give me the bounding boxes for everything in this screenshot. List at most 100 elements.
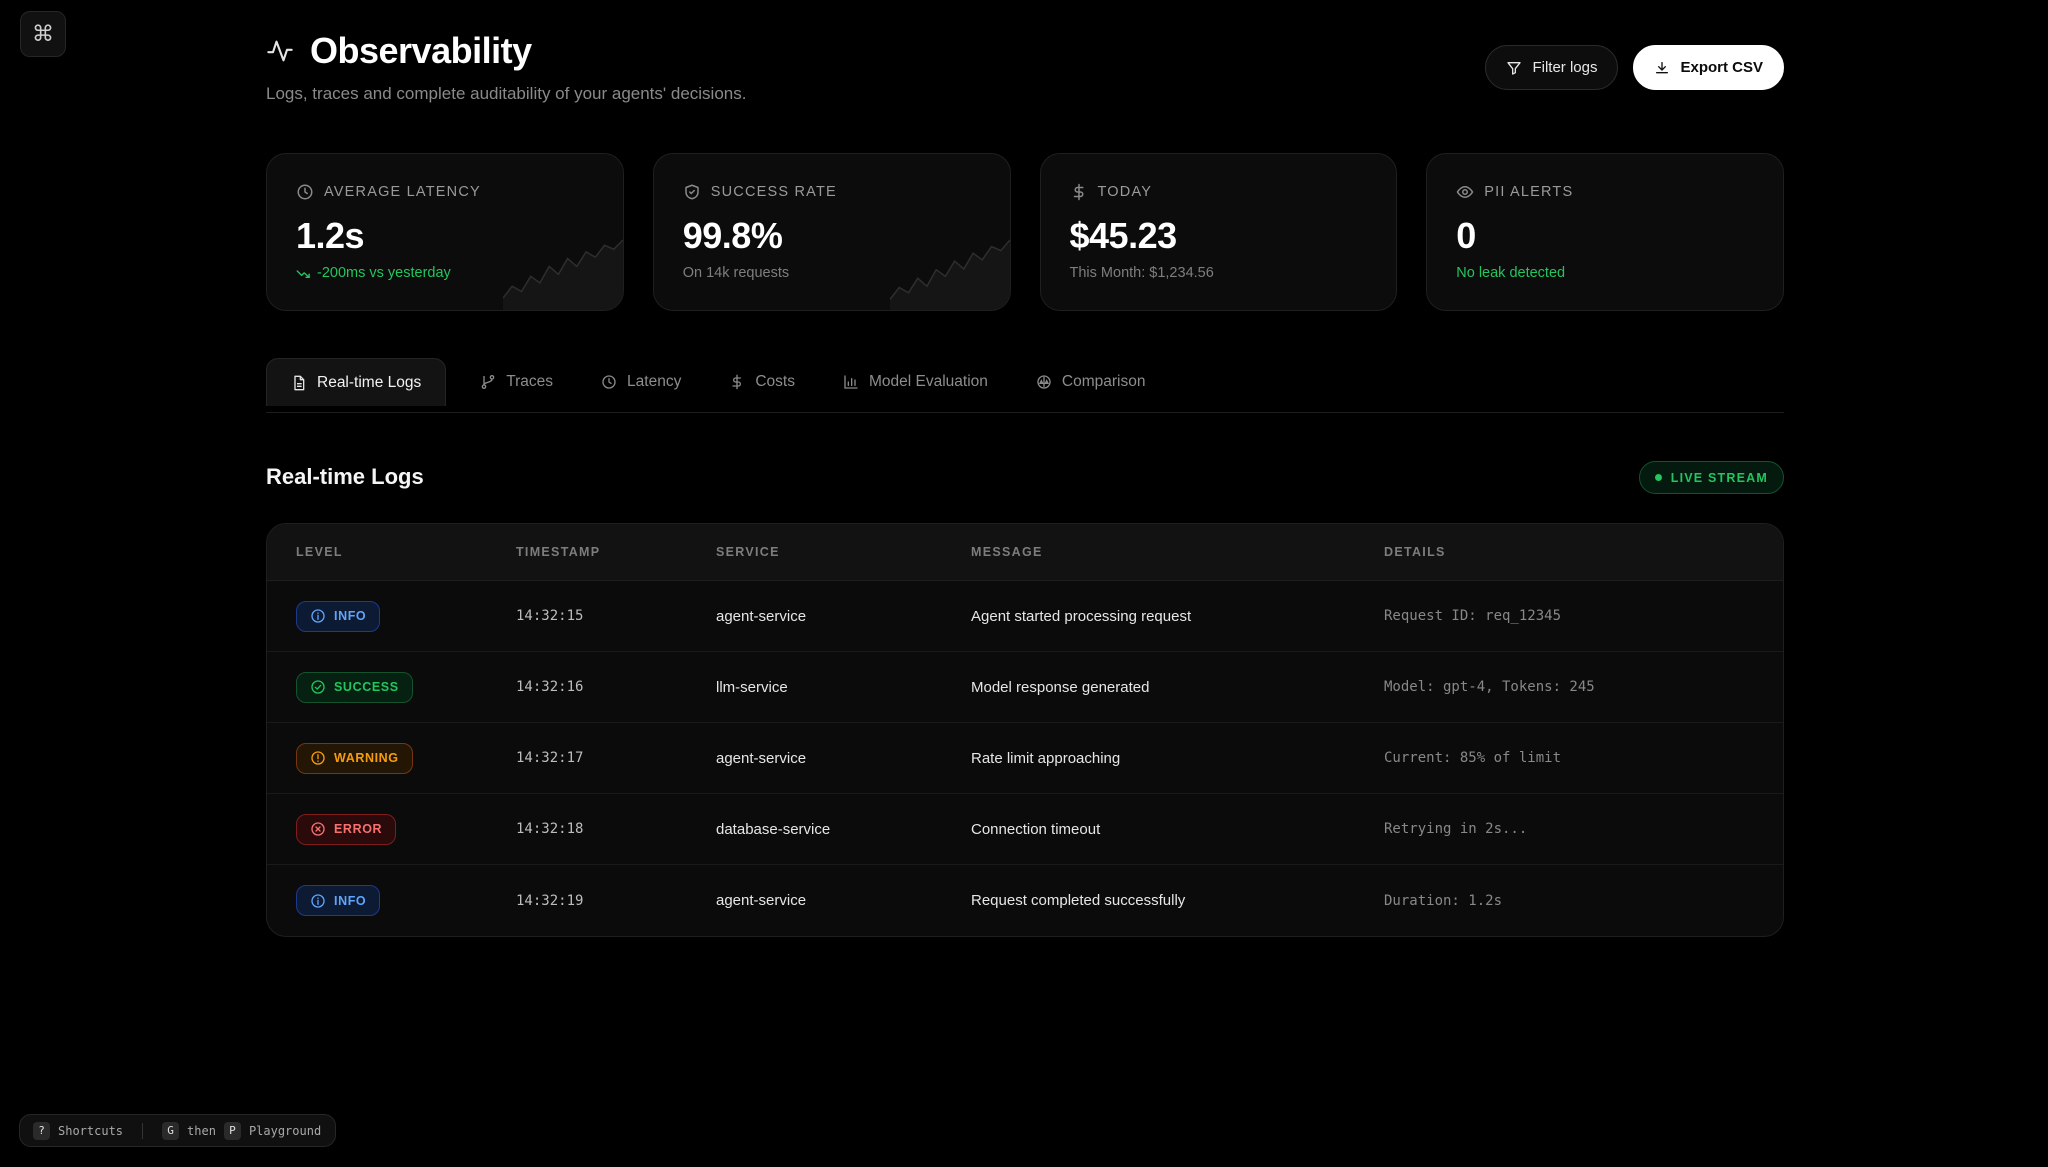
table-row[interactable]: SUCCESS 14:32:16 llm-service Model respo… [267,652,1783,723]
details-cell: Duration: 1.2s [1384,892,1503,909]
service-cell: llm-service [716,678,788,696]
stat-cards: AVERAGE LATENCY 1.2s -200ms vs yesterday… [266,153,1784,311]
stat-sub-text: On 14k requests [682,265,790,281]
stat-label: SUCCESS RATE [683,183,981,201]
table-row[interactable]: ERROR 14:32:18 database-service Connecti… [267,794,1783,865]
level-label: INFO [334,893,367,908]
sparkline-line [502,239,623,299]
tab-traces[interactable]: Traces [456,358,577,406]
level-label: ERROR [334,822,383,836]
stat-card-today: TODAY $45.23 This Month: $1,234.56 [1039,153,1398,311]
bar-chart-icon [844,375,858,389]
table-row[interactable]: INFO 14:32:19 agent-service Request comp… [267,865,1783,936]
stat-sub: On 14k requests [683,265,981,281]
page-subtitle: Logs, traces and complete auditability o… [266,84,747,103]
dollar-icon [732,374,742,390]
filter-icon [1507,61,1522,75]
service-cell: agent-service [716,607,807,625]
details-cell: Model: gpt-4, Tokens: 245 [1384,679,1595,695]
timestamp-cell: 14:32:17 [516,750,584,766]
message-cell: Model response generated [971,678,1150,696]
command-menu-button[interactable]: ⌘ [20,11,66,57]
scale-icon [1037,375,1051,389]
title-row: Observability [266,30,532,72]
sparkline-area [502,240,623,310]
stat-sub: No leak detected [1456,265,1754,281]
stat-sub-text: -200ms vs yesterday [317,265,451,281]
activity-icon [267,40,293,62]
tab-latency[interactable]: Latency [577,358,705,406]
stat-sub: -200ms vs yesterday [296,265,594,281]
tab-comparison[interactable]: Comparison [1012,358,1170,406]
sparkline-area [889,240,1010,310]
service-cell: agent-service [716,892,807,909]
tab-real-time-logs[interactable]: Real-time Logs [266,358,447,406]
level-label: WARNING [334,751,399,765]
eye-icon [1456,185,1474,199]
alert-circle-icon [311,751,325,765]
clock-icon [602,375,616,389]
filter-logs-label: Filter logs [1532,59,1598,76]
git-branch-icon [481,375,495,389]
timestamp-cell: 14:32:18 [516,821,584,837]
table-header: LEVEL TIMESTAMP SERVICE MESSAGE DETAILS [267,524,1783,581]
keyboard-shortcuts-bar[interactable]: ? Shortcuts G then P Playground [19,1114,337,1147]
stat-value: 99.8% [682,215,783,256]
level-label: INFO [334,609,367,623]
tab-model-evaluation[interactable]: Model Evaluation [819,358,1012,406]
tab-label: Model Evaluation [868,373,988,390]
tab-label: Real-time Logs [317,373,422,391]
message-cell: Connection timeout [971,820,1101,838]
stat-label-text: SUCCESS RATE [710,184,837,200]
column-header-level: LEVEL [296,545,343,559]
stat-label-text: TODAY [1097,184,1153,200]
message-cell: Rate limit approaching [971,749,1121,767]
column-header-service: SERVICE [716,545,780,559]
stat-sub-text: This Month: $1,234.56 [1069,265,1214,281]
tab-costs[interactable]: Costs [705,358,819,406]
sparkline [502,239,623,310]
tab-label: Costs [755,373,795,390]
download-icon [1656,61,1669,73]
level-badge: INFO [296,600,381,632]
file-icon [294,375,305,390]
stat-label: TODAY [1070,183,1368,201]
logs-table: LEVEL TIMESTAMP SERVICE MESSAGE DETAILS … [266,523,1784,937]
info-icon [311,893,325,908]
stat-card-success-rate: SUCCESS RATE 99.8% On 14k requests [652,153,1011,311]
table-row[interactable]: WARNING 14:32:17 agent-service Rate limi… [267,723,1783,794]
service-cell: agent-service [716,749,807,767]
stat-value: 0 [1456,215,1476,256]
stat-card-pii-alerts: PII ALERTS 0 No leak detected [1426,153,1784,311]
command-icon: ⌘ [32,21,54,47]
timestamp-cell: 14:32:15 [516,608,584,624]
export-csv-button[interactable]: Export CSV [1633,45,1784,90]
column-header-timestamp: TIMESTAMP [516,545,601,559]
dollar-icon [1073,183,1083,201]
page-header: Observability Logs, traces and complete … [266,0,1784,153]
logs-section-header: Real-time Logs LIVE STREAM [266,413,1784,523]
stat-label-text: AVERAGE LATENCY [324,184,481,200]
message-cell: Agent started processing request [971,607,1192,625]
page: Observability Logs, traces and complete … [266,0,1784,937]
check-circle-icon [311,680,325,694]
stat-label: PII ALERTS [1456,183,1754,201]
shortcuts-label: Shortcuts [58,1123,124,1138]
stat-sub-text: No leak detected [1456,265,1566,281]
g-key: G [162,1121,180,1140]
filter-logs-button[interactable]: Filter logs [1485,45,1619,90]
column-header-details: DETAILS [1384,545,1446,559]
column-header-message: MESSAGE [971,545,1043,559]
details-cell: Request ID: req_12345 [1384,608,1562,624]
stat-card-latency: AVERAGE LATENCY 1.2s -200ms vs yesterday [266,153,624,311]
live-stream-badge: LIVE STREAM [1638,461,1784,494]
table-row[interactable]: INFO 14:32:15 agent-service Agent starte… [267,581,1783,652]
tab-label: Traces [506,373,554,390]
details-cell: Retrying in 2s... [1384,821,1528,837]
live-stream-label: LIVE STREAM [1670,470,1768,485]
timestamp-cell: 14:32:19 [516,892,584,909]
tab-bar: Real-time Logs Traces Latency Costs Mode… [266,358,1784,413]
sparkline [889,239,1010,310]
stat-sub: This Month: $1,234.56 [1070,265,1368,281]
tab-label: Comparison [1061,373,1146,390]
